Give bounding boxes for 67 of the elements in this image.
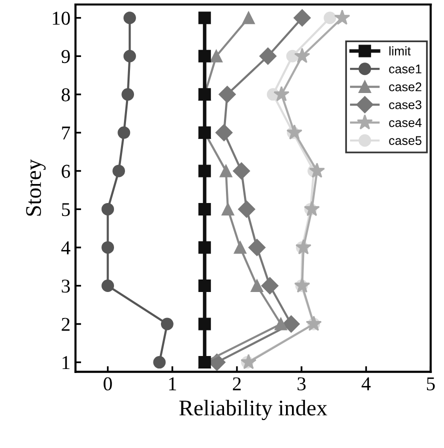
point <box>220 164 232 178</box>
x-axis-title: Reliability index <box>179 400 328 420</box>
legend-label: limit <box>389 46 411 56</box>
point <box>286 50 299 62</box>
point <box>234 241 246 254</box>
legend-label: case2 <box>389 82 422 92</box>
legend-label: case1 <box>389 64 422 74</box>
point <box>153 356 166 369</box>
point <box>215 124 233 142</box>
x-tick-label: 0 <box>104 377 112 390</box>
y-tick-label: 5 <box>62 203 70 216</box>
point <box>261 277 278 294</box>
point <box>242 12 255 24</box>
point <box>122 88 134 101</box>
point <box>102 241 114 254</box>
point <box>198 50 211 62</box>
point <box>286 124 302 140</box>
x-tick-label: 1 <box>169 377 176 390</box>
y-tick-label: 8 <box>62 88 70 102</box>
y-tick-label: 9 <box>62 50 70 64</box>
y-tick-label: 3 <box>62 280 70 293</box>
y-tick-label: 6 <box>62 164 70 178</box>
legend-label: case3 <box>389 100 422 110</box>
point <box>210 50 223 62</box>
point <box>222 202 234 216</box>
legend-label: case5 <box>389 136 422 145</box>
point <box>198 241 211 254</box>
y-tick-label: 7 <box>62 126 70 140</box>
point <box>248 238 266 256</box>
y-tick-label: 4 <box>61 241 70 254</box>
legend-label: case4 <box>389 118 422 128</box>
point <box>240 354 257 370</box>
point <box>198 318 211 330</box>
point <box>218 86 236 103</box>
point <box>102 279 114 292</box>
point <box>123 50 136 62</box>
x-tick-label: 4 <box>362 377 371 390</box>
y-axis-title: Storey <box>26 159 46 216</box>
point <box>198 164 211 178</box>
point <box>102 202 114 216</box>
point <box>274 86 290 102</box>
point <box>123 12 136 24</box>
x-tick-label: 3 <box>298 377 306 390</box>
y-tick-label: 10 <box>52 12 70 25</box>
point <box>238 200 256 218</box>
x-tick-label: 2 <box>232 377 241 390</box>
point <box>160 318 174 330</box>
point <box>198 12 211 24</box>
point <box>304 200 320 216</box>
point <box>250 279 264 292</box>
point <box>282 315 300 333</box>
point <box>112 164 125 178</box>
point <box>259 48 276 65</box>
point <box>274 318 288 330</box>
y-tick-label: 2 <box>62 318 70 331</box>
point <box>295 239 312 254</box>
point <box>198 202 211 216</box>
point <box>334 10 350 25</box>
point <box>294 48 310 64</box>
point <box>232 162 250 180</box>
point <box>198 279 211 292</box>
y-tick-label: 1 <box>62 356 70 370</box>
point <box>309 162 325 178</box>
point <box>324 12 336 24</box>
point <box>294 9 311 26</box>
point <box>118 126 130 139</box>
x-tick-label: 5 <box>426 377 435 390</box>
